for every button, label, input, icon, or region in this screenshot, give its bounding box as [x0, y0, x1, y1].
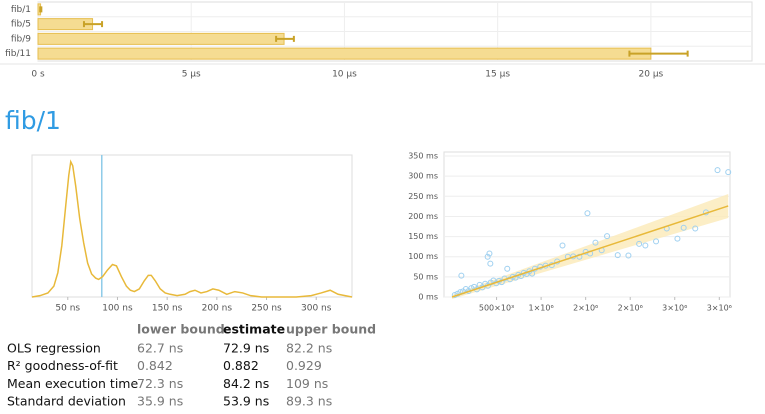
table-value: 84.2 ns: [223, 376, 269, 391]
table-value: 109 ns: [286, 376, 328, 391]
table-value: 72.9 ns: [223, 341, 269, 356]
x-tick-label: 500×10³: [479, 304, 514, 313]
y-tick-label: 200 ms: [408, 212, 438, 221]
sample-point: [592, 239, 599, 246]
sample-point: [484, 253, 491, 260]
bar: [37, 32, 285, 45]
table-value: 62.7 ns: [137, 341, 183, 356]
error-bar: [628, 50, 689, 57]
error-bar: [82, 21, 104, 28]
plot-frame: [31, 154, 353, 298]
category-label: fib/11: [5, 49, 31, 59]
y-tick-label: 100 ms: [408, 252, 438, 261]
x-tick-label: 100 ns: [102, 304, 133, 314]
table-value: 53.9 ns: [223, 394, 269, 409]
column-header: upper bound: [286, 322, 376, 337]
regression-line: [451, 205, 729, 298]
category-label: fib/1: [11, 5, 31, 15]
row-label: Mean execution time: [7, 376, 138, 391]
sample-point: [725, 169, 732, 176]
category-label: fib/5: [11, 20, 31, 30]
x-tick-label: 2×10⁶: [573, 304, 598, 313]
x-tick-label: 250 ns: [251, 304, 282, 314]
x-tick-label: 150 ns: [152, 304, 183, 314]
x-tick-label: 20 µs: [639, 70, 664, 80]
row-label: R² goodness-of-fit: [7, 358, 118, 373]
table-value: 35.9 ns: [137, 394, 183, 409]
y-tick-label: 150 ms: [408, 232, 438, 241]
x-tick-label: 0 s: [31, 70, 45, 80]
sample-point: [674, 235, 681, 242]
table-value: 0.842: [137, 358, 173, 373]
error-bar: [39, 6, 43, 13]
y-tick-label: 50 ms: [413, 272, 438, 281]
column-header: estimate: [223, 322, 285, 337]
sample-point: [458, 272, 465, 279]
sample-point: [653, 238, 660, 245]
x-tick-label: 300 ns: [301, 304, 332, 314]
table-value: 0.929: [286, 358, 322, 373]
column-header: lower bound: [137, 322, 225, 337]
y-tick-label: 300 ms: [408, 172, 438, 181]
sample-point: [487, 260, 494, 267]
sample-point: [504, 265, 511, 272]
x-tick-label: 50 ns: [55, 304, 80, 314]
y-tick-label: 350 ms: [408, 152, 438, 161]
x-tick-label: 200 ns: [202, 304, 233, 314]
sample-point: [636, 240, 643, 247]
x-tick-label: 2×10⁶: [618, 304, 643, 313]
y-tick-label: 250 ms: [408, 192, 438, 201]
sample-point: [559, 242, 566, 249]
table-value: 82.2 ns: [286, 341, 332, 356]
category-label: fib/9: [11, 34, 31, 44]
heading: fib/1: [5, 106, 61, 135]
sample-point: [486, 250, 493, 257]
sample-point: [642, 242, 649, 249]
error-bar: [275, 35, 295, 42]
table-value: 0.882: [223, 358, 259, 373]
x-tick-label: 3×10⁶: [707, 304, 732, 313]
x-tick-label: 10 µs: [332, 70, 357, 80]
table-value: 89.3 ns: [286, 394, 332, 409]
y-tick-label: 0 ms: [418, 293, 438, 302]
sample-point: [614, 252, 621, 259]
sample-point: [692, 225, 699, 232]
table-value: 72.3 ns: [137, 376, 183, 391]
sample-point: [680, 224, 687, 231]
x-tick-label: 5 µs: [182, 70, 201, 80]
x-tick-label: 1×10⁶: [529, 304, 554, 313]
sample-point: [625, 252, 632, 259]
density-line: [31, 159, 353, 298]
sample-point: [604, 233, 611, 240]
sample-point: [714, 167, 721, 174]
row-label: OLS regression: [7, 341, 101, 356]
x-tick-label: 15 µs: [485, 70, 510, 80]
row-label: Standard deviation: [7, 394, 126, 409]
bar: [37, 47, 652, 60]
x-tick-label: 3×10⁶: [662, 304, 687, 313]
sample-point: [584, 210, 591, 217]
